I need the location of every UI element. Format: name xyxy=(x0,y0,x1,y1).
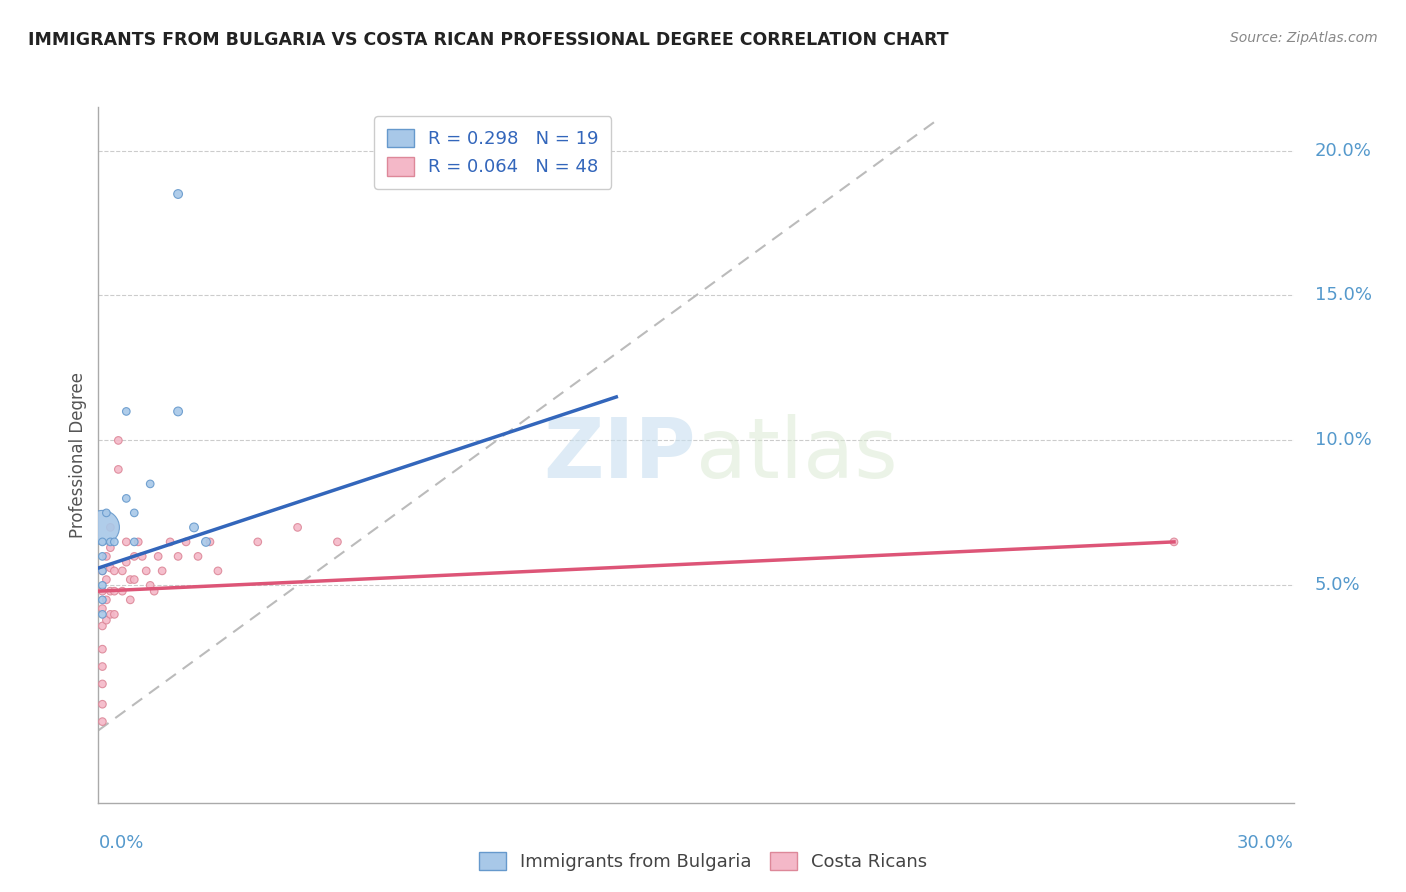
Point xyxy=(115,555,138,569)
Text: 15.0%: 15.0% xyxy=(1315,286,1372,304)
Text: 30.0%: 30.0% xyxy=(1237,834,1294,852)
Point xyxy=(98,541,122,555)
Point xyxy=(96,592,118,607)
Point xyxy=(148,549,170,564)
Point xyxy=(131,549,153,564)
Point xyxy=(115,404,138,418)
Point xyxy=(115,534,138,549)
Point xyxy=(150,564,173,578)
Point xyxy=(135,564,157,578)
Point xyxy=(91,564,114,578)
Point xyxy=(143,584,166,599)
Point xyxy=(103,564,125,578)
Point xyxy=(91,607,114,622)
Point xyxy=(124,549,146,564)
Point xyxy=(246,534,269,549)
Text: IMMIGRANTS FROM BULGARIA VS COSTA RICAN PROFESSIONAL DEGREE CORRELATION CHART: IMMIGRANTS FROM BULGARIA VS COSTA RICAN … xyxy=(28,31,949,49)
Point xyxy=(120,592,142,607)
Point xyxy=(98,534,122,549)
Point xyxy=(107,462,129,476)
Point xyxy=(107,434,129,448)
Point xyxy=(91,592,114,607)
Point xyxy=(98,561,122,575)
Point xyxy=(91,642,114,657)
Point xyxy=(167,549,190,564)
Text: ZIP: ZIP xyxy=(544,415,696,495)
Legend: Immigrants from Bulgaria, Costa Ricans: Immigrants from Bulgaria, Costa Ricans xyxy=(471,845,935,879)
Text: 0.0%: 0.0% xyxy=(98,834,143,852)
Point xyxy=(96,573,118,587)
Point xyxy=(91,619,114,633)
Point xyxy=(91,601,114,615)
Point xyxy=(167,187,190,202)
Point xyxy=(103,584,125,599)
Point xyxy=(124,534,146,549)
Text: Source: ZipAtlas.com: Source: ZipAtlas.com xyxy=(1230,31,1378,45)
Point xyxy=(124,573,146,587)
Text: 5.0%: 5.0% xyxy=(1315,576,1360,594)
Point xyxy=(91,677,114,691)
Point xyxy=(194,534,218,549)
Point xyxy=(91,564,114,578)
Point xyxy=(167,404,190,418)
Point xyxy=(207,564,229,578)
Point xyxy=(96,613,118,627)
Point xyxy=(287,520,309,534)
Point xyxy=(103,534,125,549)
Point xyxy=(91,714,114,729)
Point xyxy=(183,520,205,534)
Text: 10.0%: 10.0% xyxy=(1315,432,1371,450)
Point xyxy=(98,520,122,534)
Point xyxy=(124,506,146,520)
Text: atlas: atlas xyxy=(696,415,897,495)
Legend: R = 0.298   N = 19, R = 0.064   N = 48: R = 0.298 N = 19, R = 0.064 N = 48 xyxy=(374,116,612,189)
Point xyxy=(91,584,114,599)
Point xyxy=(98,607,122,622)
Point xyxy=(98,584,122,599)
Point xyxy=(139,476,162,491)
Point xyxy=(91,534,114,549)
Point xyxy=(91,698,114,712)
Point xyxy=(187,549,209,564)
Point xyxy=(159,534,181,549)
Point xyxy=(111,584,134,599)
Point xyxy=(115,491,138,506)
Point xyxy=(91,520,114,534)
Point xyxy=(326,534,349,549)
Point xyxy=(91,549,114,564)
Point xyxy=(127,534,149,549)
Point xyxy=(91,659,114,673)
Point xyxy=(111,564,134,578)
Point xyxy=(96,549,118,564)
Point xyxy=(139,578,162,592)
Y-axis label: Professional Degree: Professional Degree xyxy=(69,372,87,538)
Text: 20.0%: 20.0% xyxy=(1315,142,1371,160)
Point xyxy=(1163,534,1185,549)
Point xyxy=(120,573,142,587)
Point xyxy=(198,534,221,549)
Point xyxy=(96,506,118,520)
Point xyxy=(103,607,125,622)
Point xyxy=(91,578,114,592)
Point xyxy=(174,534,197,549)
